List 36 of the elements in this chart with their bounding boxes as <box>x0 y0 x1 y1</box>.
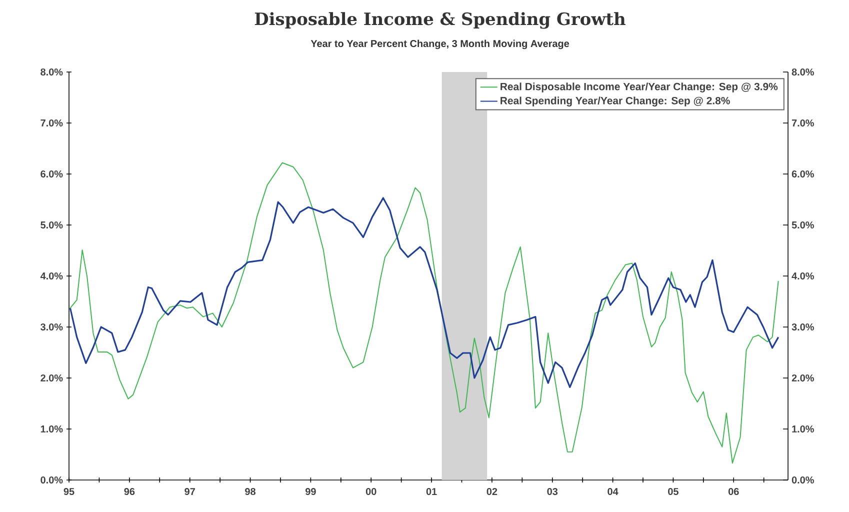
x-tick-label: 05 <box>668 488 678 496</box>
y-tick-label: 1.0% <box>40 425 63 433</box>
chart-title: Disposable Income & Spending Growth <box>254 12 626 29</box>
x-tick-label: 97 <box>184 488 195 496</box>
legend-label: Real Spending Year/Year Change: Sep @ 2.8% <box>500 96 730 106</box>
y-tick-label: 6.0% <box>40 170 63 178</box>
y2-tick-label: 1.0% <box>792 425 814 433</box>
y-tick-label: 7.0% <box>40 119 63 127</box>
y2-tick-label: 7.0% <box>792 119 814 127</box>
x-tick-label: 04 <box>608 488 618 496</box>
y-tick-label: 0.0% <box>40 476 63 484</box>
y-tick-label: 4.0% <box>40 272 63 280</box>
y-tick-label: 5.0% <box>40 221 63 229</box>
y-tick-label: 8.0% <box>40 68 63 76</box>
x-tick-label: 99 <box>305 488 316 496</box>
x-tick-label: 95 <box>64 488 74 496</box>
y2-tick-label: 4.0% <box>792 272 814 280</box>
y-tick-label: 3.0% <box>40 323 63 331</box>
line-series <box>69 197 780 388</box>
y2-tick-label: 0.0% <box>792 476 814 484</box>
y2-tick-label: 2.0% <box>792 374 814 382</box>
x-tick-label: 02 <box>486 488 498 496</box>
x-tick-label: 96 <box>124 488 135 496</box>
y-tick-label: 2.0% <box>40 374 63 382</box>
y2-tick-label: 3.0% <box>792 323 814 331</box>
x-tick-label: 03 <box>547 488 558 496</box>
y2-tick-label: 5.0% <box>792 221 814 229</box>
y2-tick-label: 6.0% <box>792 170 814 178</box>
y2-tick-label: 8.0% <box>792 68 814 76</box>
x-tick-label: 06 <box>728 488 739 496</box>
x-tick-label: 00 <box>366 488 376 496</box>
line-series <box>70 162 779 464</box>
chart-subtitle: Year to Year Percent Change, 3 Month Moving Average <box>310 40 570 50</box>
x-tick-label: 98 <box>245 488 256 496</box>
legend-label: Real Disposable Income Year/Year Change: Sep @ 3.9% <box>500 82 778 92</box>
x-tick-label: 01 <box>426 488 437 496</box>
